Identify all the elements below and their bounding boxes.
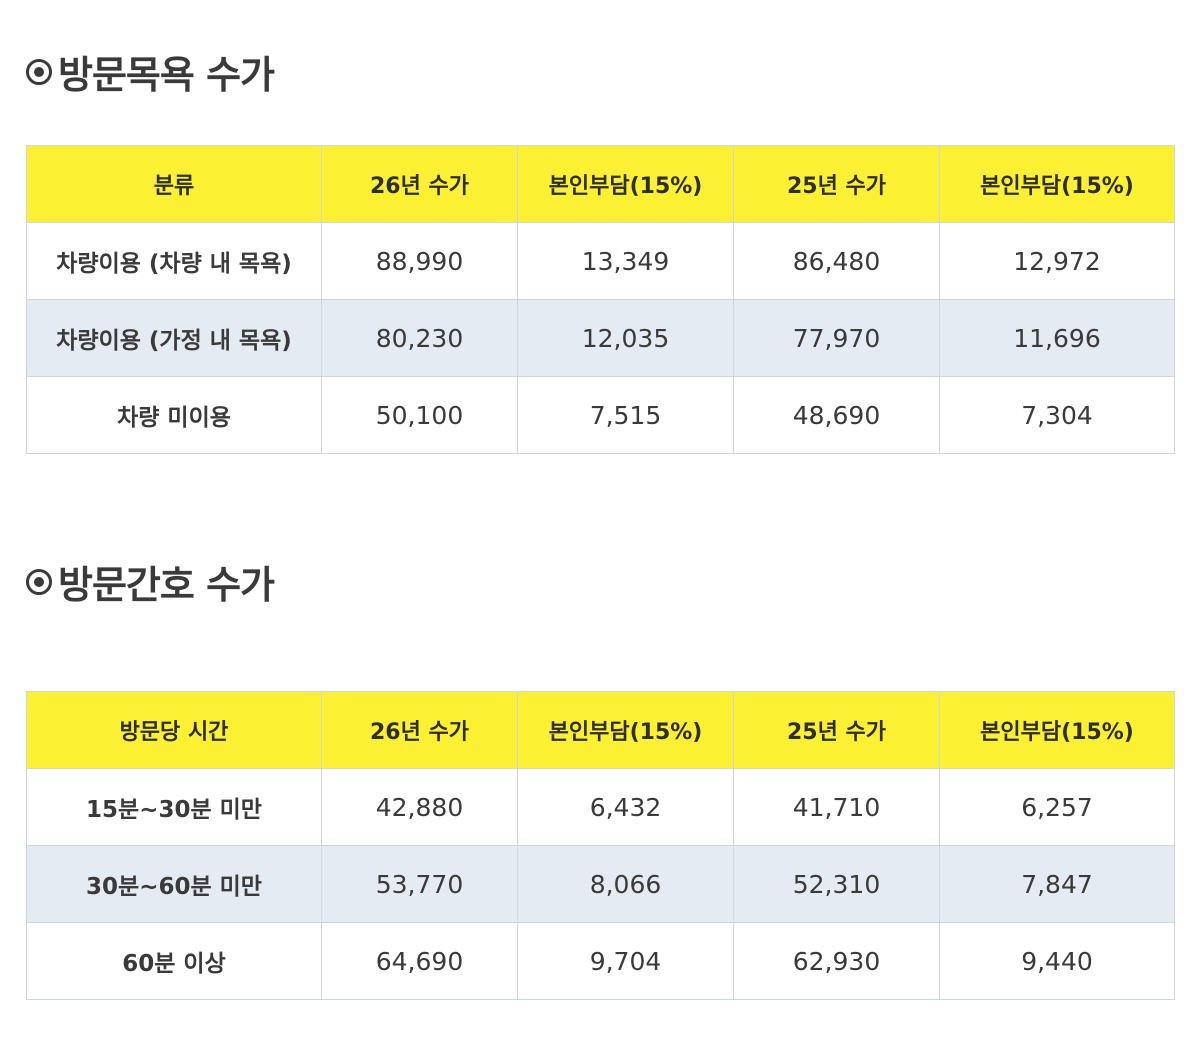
fee-25-cell: 86,480 <box>733 222 940 300</box>
fee-25-cell: 52,310 <box>733 845 940 923</box>
bathing-section-title: 방문목욕 수가 <box>26 44 275 99</box>
fee-25-cell: 41,710 <box>733 768 940 846</box>
table-header-row: 방문당 시간 26년 수가 본인부담(15%) 25년 수가 본인부담(15%) <box>26 691 1175 769</box>
table-row: 60분 이상 64,690 9,704 62,930 9,440 <box>26 922 1175 1000</box>
table-header-row: 분류 26년 수가 본인부담(15%) 25년 수가 본인부담(15%) <box>26 145 1175 223</box>
fee-26-cell: 80,230 <box>321 299 518 377</box>
copay-26-cell: 9,704 <box>517 922 734 1000</box>
copay-26-cell: 7,515 <box>517 376 734 454</box>
table-row: 차량이용 (가정 내 목욕) 80,230 12,035 77,970 11,6… <box>26 299 1175 377</box>
header-fee-25: 25년 수가 <box>733 691 940 769</box>
header-copay-26: 본인부담(15%) <box>517 145 734 223</box>
row-label: 차량이용 (차량 내 목욕) <box>26 222 322 300</box>
copay-25-cell: 7,304 <box>939 376 1175 454</box>
copay-26-cell: 8,066 <box>517 845 734 923</box>
header-fee-25: 25년 수가 <box>733 145 940 223</box>
copay-25-cell: 9,440 <box>939 922 1175 1000</box>
header-visit-duration: 방문당 시간 <box>26 691 322 769</box>
fee-26-cell: 42,880 <box>321 768 518 846</box>
nursing-fee-table: 방문당 시간 26년 수가 본인부담(15%) 25년 수가 본인부담(15%)… <box>26 691 1175 1000</box>
copay-25-cell: 7,847 <box>939 845 1175 923</box>
header-copay-26: 본인부담(15%) <box>517 691 734 769</box>
fee-25-cell: 62,930 <box>733 922 940 1000</box>
bathing-title-text: 방문목욕 수가 <box>58 53 275 97</box>
fee-26-cell: 88,990 <box>321 222 518 300</box>
copay-25-cell: 12,972 <box>939 222 1175 300</box>
table-row: 15분~30분 미만 42,880 6,432 41,710 6,257 <box>26 768 1175 846</box>
fee-26-cell: 50,100 <box>321 376 518 454</box>
header-copay-25: 본인부담(15%) <box>939 691 1175 769</box>
nursing-title-text: 방문간호 수가 <box>58 563 275 607</box>
table-row: 차량 미이용 50,100 7,515 48,690 7,304 <box>26 376 1175 454</box>
copay-26-cell: 12,035 <box>517 299 734 377</box>
fee-26-cell: 64,690 <box>321 922 518 1000</box>
fee-26-cell: 53,770 <box>321 845 518 923</box>
copay-26-cell: 13,349 <box>517 222 734 300</box>
table-row: 차량이용 (차량 내 목욕) 88,990 13,349 86,480 12,9… <box>26 222 1175 300</box>
fee-25-cell: 48,690 <box>733 376 940 454</box>
row-label: 15분~30분 미만 <box>26 768 322 846</box>
row-label: 차량 미이용 <box>26 376 322 454</box>
copay-25-cell: 11,696 <box>939 299 1175 377</box>
row-label: 차량이용 (가정 내 목욕) <box>26 299 322 377</box>
header-fee-26: 26년 수가 <box>321 145 518 223</box>
copay-26-cell: 6,432 <box>517 768 734 846</box>
copay-25-cell: 6,257 <box>939 768 1175 846</box>
header-fee-26: 26년 수가 <box>321 691 518 769</box>
row-label: 30분~60분 미만 <box>26 845 322 923</box>
fee-25-cell: 77,970 <box>733 299 940 377</box>
nursing-section-title: 방문간호 수가 <box>26 554 275 609</box>
header-copay-25: 본인부담(15%) <box>939 145 1175 223</box>
bathing-fee-table: 분류 26년 수가 본인부담(15%) 25년 수가 본인부담(15%) 차량이… <box>26 145 1175 454</box>
radio-bullet-icon <box>26 58 52 85</box>
radio-bullet-icon <box>26 568 52 595</box>
table-row: 30분~60분 미만 53,770 8,066 52,310 7,847 <box>26 845 1175 923</box>
row-label: 60분 이상 <box>26 922 322 1000</box>
header-category: 분류 <box>26 145 322 223</box>
